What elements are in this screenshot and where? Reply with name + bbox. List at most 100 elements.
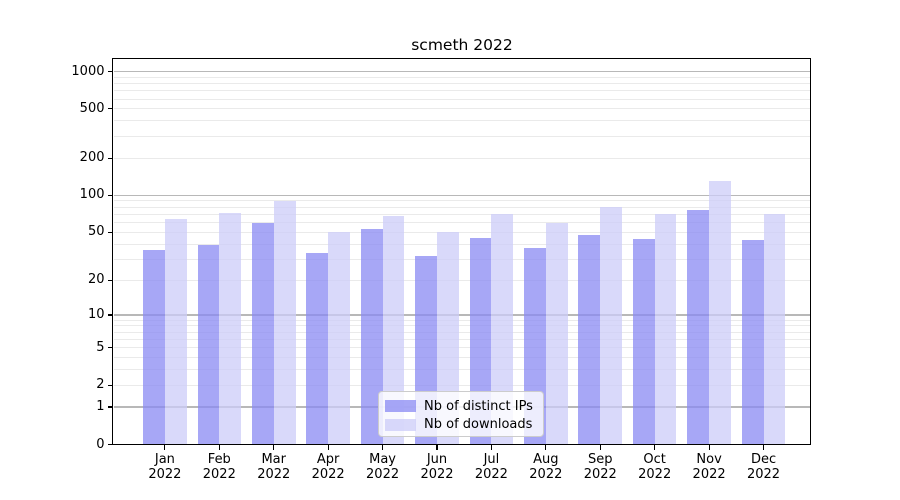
minor-gridline	[113, 384, 811, 386]
x-tick-month: Jun	[426, 451, 448, 467]
y-tick-label: 100	[79, 187, 105, 203]
y-tick-mark	[107, 406, 113, 408]
x-tick-year: 2022	[420, 467, 454, 482]
bar-distinct-ips-8	[578, 235, 601, 445]
y-tick-label: 2	[96, 377, 105, 393]
minor-gridline	[113, 243, 811, 245]
y-tick-label: 50	[87, 224, 105, 240]
x-tick-month: Dec	[750, 451, 777, 467]
x-tick-year: 2022	[257, 467, 291, 482]
x-tick-mark	[762, 444, 765, 450]
y-tick-mark	[107, 314, 113, 316]
x-tick-year: 2022	[202, 467, 236, 482]
x-tick-year: 2022	[529, 467, 563, 482]
x-tick-label: Mar 2022	[246, 452, 302, 483]
bar-distinct-ips-3	[306, 252, 329, 445]
minor-gridline	[113, 338, 811, 340]
minor-gridline	[113, 369, 811, 371]
x-tick-year: 2022	[148, 467, 182, 482]
minor-gridline	[113, 325, 811, 327]
minor-gridline	[113, 222, 811, 224]
y-tick-label: 500	[79, 100, 105, 116]
x-tick-mark	[490, 444, 492, 450]
minor-gridline	[113, 279, 811, 281]
minor-gridline	[113, 357, 811, 359]
legend: Nb of distinct IPs Nb of downloads	[378, 391, 544, 437]
minor-gridline	[113, 231, 811, 233]
minor-gridline	[113, 258, 811, 260]
x-tick-mark	[164, 444, 166, 450]
x-tick-year: 2022	[746, 467, 781, 482]
bar-downloads-8	[600, 207, 623, 445]
x-tick-mark	[708, 444, 710, 450]
x-tick-year: 2022	[692, 467, 726, 482]
bar-distinct-ips-2	[251, 222, 274, 445]
minor-gridline	[113, 108, 811, 110]
minor-gridline	[113, 206, 811, 208]
x-tick-label: Sep 2022	[572, 452, 628, 483]
bar-distinct-ips-1	[197, 245, 220, 445]
y-tick-mark	[107, 347, 113, 349]
y-tick-label: 1	[96, 399, 105, 415]
x-tick-label: May 2022	[355, 452, 411, 483]
y-tick-mark	[107, 231, 113, 233]
bar-downloads-9	[654, 213, 677, 445]
bar-distinct-ips-4	[360, 229, 383, 445]
bar-distinct-ips-10	[687, 209, 710, 445]
bar-downloads-4	[382, 215, 405, 445]
bar-downloads-11	[763, 214, 786, 445]
legend-label-downloads: Nb of downloads	[424, 417, 533, 433]
x-tick-month: Apr	[316, 451, 340, 467]
x-tick-year: 2022	[474, 467, 508, 482]
x-tick-month: Oct	[643, 451, 666, 467]
x-tick-label: Apr 2022	[300, 452, 356, 483]
y-tick-label: 5	[96, 339, 105, 355]
minor-gridline	[113, 200, 811, 202]
bar-distinct-ips-9	[632, 238, 655, 445]
x-tick-label: Nov 2022	[681, 452, 737, 483]
legend-swatch-downloads	[385, 418, 416, 431]
minor-gridline	[113, 120, 811, 122]
major-gridline	[113, 314, 811, 316]
y-tick-label: 20	[87, 272, 105, 288]
x-tick-label: Feb 2022	[191, 452, 247, 483]
x-tick-month: Jul	[483, 451, 500, 467]
x-tick-mark	[436, 444, 438, 450]
x-tick-mark	[218, 444, 220, 450]
legend-label-distinct-ips: Nb of distinct IPs	[424, 398, 533, 414]
x-tick-mark	[327, 444, 329, 450]
x-tick-mark	[273, 444, 275, 450]
y-tick-mark	[107, 279, 113, 281]
x-tick-year: 2022	[311, 467, 345, 482]
chart-title: scmeth 2022	[411, 36, 513, 54]
bar-distinct-ips-0	[143, 249, 165, 445]
x-tick-label: Jul 2022	[463, 452, 519, 483]
y-tick-label: 200	[79, 150, 105, 166]
minor-gridline	[113, 76, 811, 78]
minor-gridline	[113, 157, 811, 159]
minor-gridline	[113, 83, 811, 85]
x-tick-month: Aug	[533, 451, 559, 467]
bar-downloads-7	[545, 222, 568, 445]
minor-gridline	[113, 331, 811, 333]
minor-gridline	[113, 90, 811, 92]
y-tick-mark	[107, 194, 113, 196]
x-tick-month: Mar	[261, 451, 286, 467]
minor-gridline	[113, 213, 811, 215]
major-gridline	[113, 70, 811, 73]
x-tick-label: Jan 2022	[137, 452, 193, 483]
x-tick-label: Dec 2022	[736, 452, 792, 483]
bar-downloads-0	[164, 219, 187, 445]
bar-downloads-3	[328, 232, 350, 445]
legend-entry-distinct-ips: Nb of distinct IPs	[385, 397, 543, 416]
x-tick-mark	[381, 444, 384, 450]
minor-gridline	[113, 98, 811, 100]
legend-swatch-distinct-ips	[385, 400, 416, 413]
plot-area	[113, 59, 811, 445]
y-tick-mark	[107, 384, 113, 386]
x-tick-year: 2022	[638, 467, 672, 482]
bar-distinct-ips-11	[741, 240, 764, 445]
x-tick-month: Jan	[154, 451, 175, 467]
bar-downloads-2	[273, 200, 296, 445]
minor-gridline	[113, 347, 811, 349]
